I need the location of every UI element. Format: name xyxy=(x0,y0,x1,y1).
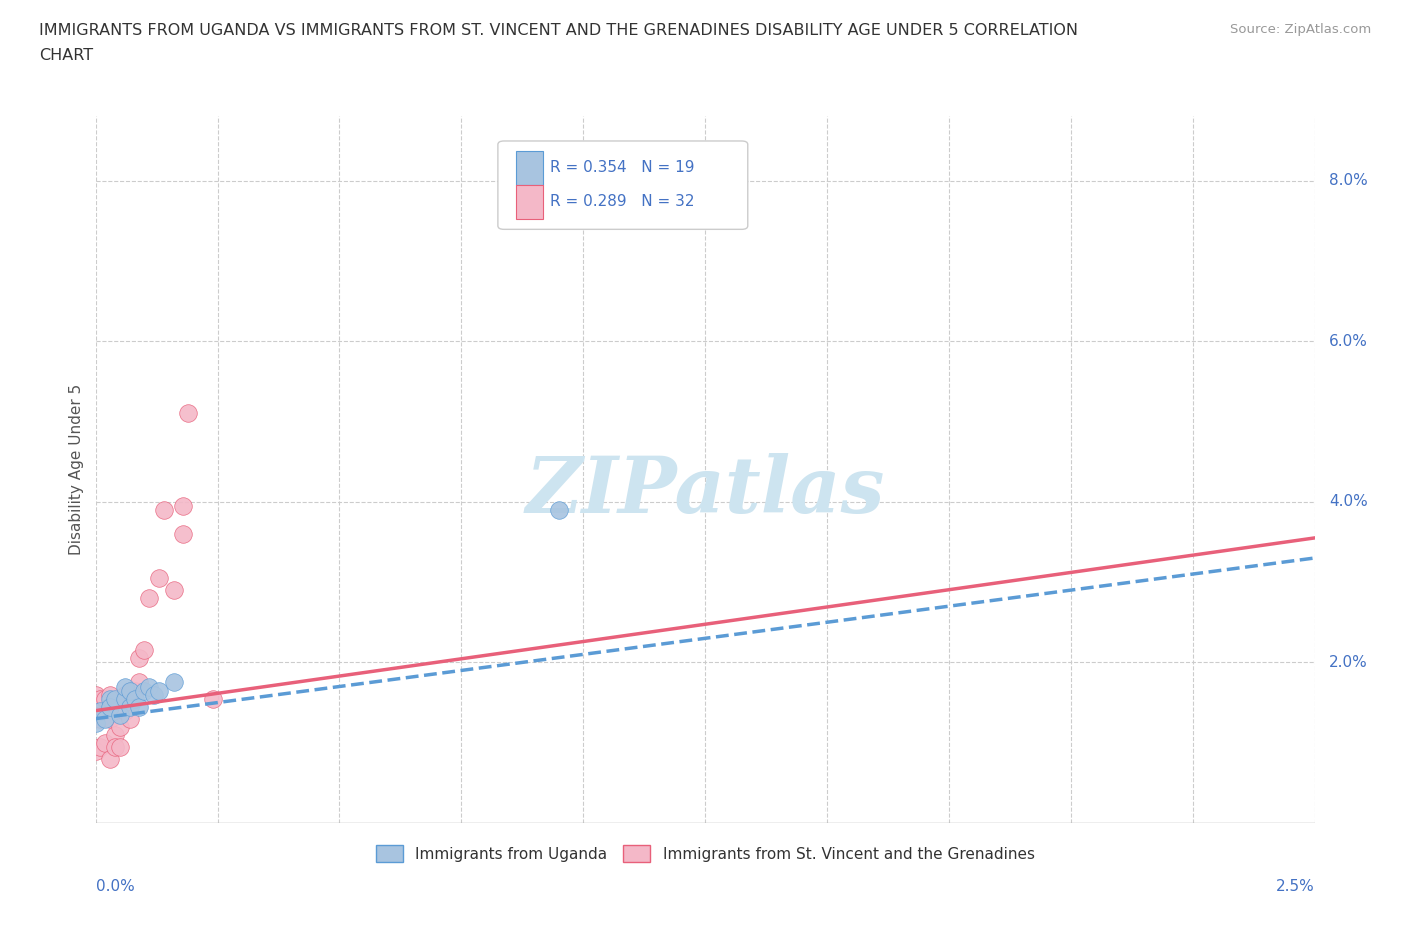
Point xyxy=(98,711,121,726)
Point xyxy=(124,691,146,706)
Point xyxy=(108,719,131,734)
Point xyxy=(124,683,146,698)
Point xyxy=(138,679,160,694)
Point xyxy=(94,711,117,726)
Point xyxy=(143,687,166,702)
Point xyxy=(172,498,194,513)
Legend: Immigrants from Uganda, Immigrants from St. Vincent and the Grenadines: Immigrants from Uganda, Immigrants from … xyxy=(370,839,1040,869)
Point xyxy=(114,687,136,702)
Text: IMMIGRANTS FROM UGANDA VS IMMIGRANTS FROM ST. VINCENT AND THE GRENADINES DISABIL: IMMIGRANTS FROM UGANDA VS IMMIGRANTS FRO… xyxy=(39,23,1078,38)
Point xyxy=(84,743,107,758)
Y-axis label: Disability Age Under 5: Disability Age Under 5 xyxy=(69,384,84,555)
Point xyxy=(172,526,194,541)
Point xyxy=(89,711,111,726)
Point xyxy=(98,751,121,766)
Point xyxy=(108,707,131,722)
Point xyxy=(89,739,111,754)
Point xyxy=(134,643,156,658)
Point xyxy=(89,691,111,706)
Text: CHART: CHART xyxy=(39,48,93,63)
Point xyxy=(201,691,224,706)
Point xyxy=(104,739,127,754)
Point xyxy=(177,406,200,421)
Point xyxy=(84,715,107,730)
Point xyxy=(89,703,111,718)
Point xyxy=(162,583,184,598)
Point xyxy=(114,691,136,706)
Point xyxy=(148,571,170,586)
Point xyxy=(128,651,150,666)
Text: R = 0.354   N = 19: R = 0.354 N = 19 xyxy=(550,160,695,176)
Point xyxy=(104,691,127,706)
Point xyxy=(84,695,107,710)
Point xyxy=(84,687,107,702)
Point xyxy=(108,739,131,754)
Text: 0.0%: 0.0% xyxy=(96,879,135,895)
FancyBboxPatch shape xyxy=(516,151,543,185)
Text: 8.0%: 8.0% xyxy=(1329,173,1368,188)
Point xyxy=(94,736,117,751)
Point xyxy=(148,683,170,698)
Text: 4.0%: 4.0% xyxy=(1329,494,1368,510)
Point xyxy=(98,687,121,702)
Point xyxy=(114,703,136,718)
Point xyxy=(138,591,160,605)
Point xyxy=(98,699,121,714)
Point xyxy=(94,691,117,706)
Text: R = 0.289   N = 32: R = 0.289 N = 32 xyxy=(550,194,695,209)
Point xyxy=(94,707,117,722)
Point xyxy=(118,683,141,698)
Point xyxy=(128,699,150,714)
Point xyxy=(153,502,176,517)
Point xyxy=(104,727,127,742)
Point xyxy=(128,675,150,690)
Point xyxy=(547,502,569,517)
Point xyxy=(134,683,156,698)
Text: 6.0%: 6.0% xyxy=(1329,334,1368,349)
Point xyxy=(118,711,141,726)
Text: Source: ZipAtlas.com: Source: ZipAtlas.com xyxy=(1230,23,1371,36)
Text: 2.5%: 2.5% xyxy=(1275,879,1315,895)
Point xyxy=(98,691,121,706)
FancyBboxPatch shape xyxy=(516,185,543,219)
Text: ZIPatlas: ZIPatlas xyxy=(526,453,884,529)
Point xyxy=(118,683,141,698)
Point xyxy=(118,699,141,714)
Point xyxy=(162,675,184,690)
Text: 2.0%: 2.0% xyxy=(1329,655,1368,670)
FancyBboxPatch shape xyxy=(498,141,748,230)
Point xyxy=(114,679,136,694)
